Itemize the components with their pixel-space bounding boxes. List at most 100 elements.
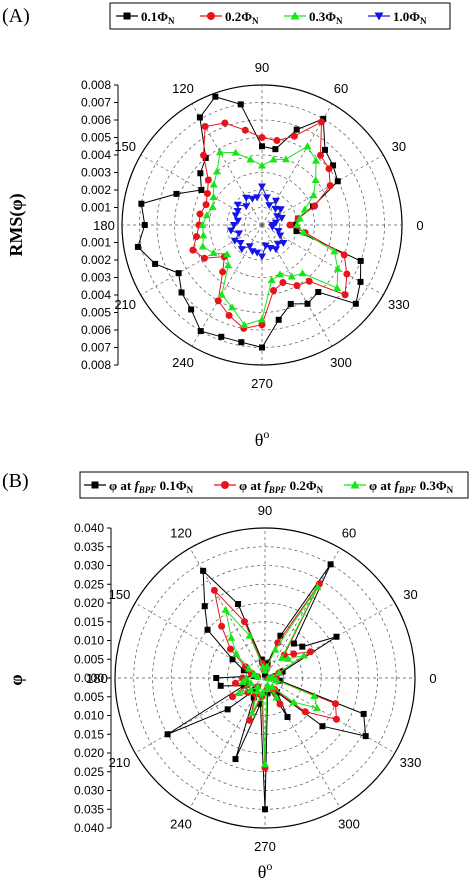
data-point	[258, 183, 266, 191]
grid-ring	[174, 137, 350, 313]
data-point	[230, 237, 239, 245]
data-point	[202, 201, 210, 209]
data-point	[253, 686, 262, 694]
data-point	[262, 194, 271, 202]
data-point	[275, 316, 282, 323]
radial-tick-label: 0.007	[81, 96, 111, 110]
grid-ring	[244, 207, 280, 243]
data-point	[204, 176, 212, 184]
data-point	[276, 700, 284, 708]
data-point	[188, 306, 195, 313]
data-point	[221, 119, 229, 127]
data-point	[272, 693, 281, 701]
data-point	[213, 675, 220, 681]
legend-marker	[91, 481, 99, 489]
legend-marker	[123, 12, 131, 20]
data-point	[246, 686, 255, 694]
data-point	[271, 645, 280, 653]
data-point	[290, 640, 297, 647]
data-point	[357, 257, 364, 264]
data-point	[316, 151, 324, 159]
data-point	[221, 605, 230, 613]
data-point	[261, 666, 269, 674]
data-point	[287, 272, 296, 280]
radial-tick-label: 0.005	[74, 690, 104, 704]
data-point	[271, 219, 280, 227]
data-point	[234, 230, 243, 238]
angle-tick-label: 0	[429, 671, 436, 686]
data-point	[318, 118, 325, 126]
legend-a: 0.1ΦN 0.2ΦN 0.3ΦN 1.0ΦN	[116, 9, 427, 26]
angle-tick-label: 60	[334, 81, 348, 96]
data-point	[300, 205, 309, 213]
legend-marker	[290, 11, 300, 20]
data-point	[198, 187, 205, 193]
data-point	[275, 270, 284, 278]
radial-tick-label: 0.002	[81, 253, 111, 267]
data-point	[298, 269, 307, 277]
data-point	[258, 321, 266, 329]
data-point	[240, 667, 247, 674]
y-axis-label-a: RMS(φ)	[6, 193, 27, 256]
data-point	[299, 643, 306, 650]
data-point	[231, 212, 240, 220]
data-point	[331, 700, 339, 708]
data-point	[277, 214, 286, 222]
data-point	[214, 297, 222, 305]
data-point	[341, 291, 349, 299]
radial-tick-label: 0.004	[81, 288, 111, 302]
data-point	[233, 201, 242, 209]
data-point	[333, 283, 342, 291]
angle-tick-label: 180	[86, 671, 108, 686]
data-point	[261, 242, 270, 250]
data-point	[210, 586, 218, 594]
radial-tick-label: 0.005	[81, 131, 111, 145]
data-point	[272, 246, 280, 254]
data-point	[312, 704, 321, 711]
angle-tick-label: 90	[258, 503, 272, 518]
data-point	[209, 193, 218, 200]
angle-tick-label: 30	[392, 139, 406, 154]
data-point	[259, 143, 265, 150]
data-point	[198, 221, 207, 228]
data-point	[272, 197, 280, 205]
data-point	[134, 243, 141, 250]
radial-tick-label: 0.010	[74, 709, 104, 723]
panel-label-b: (B)	[2, 470, 29, 492]
data-point	[343, 270, 351, 278]
data-point	[227, 645, 235, 653]
angle-tick-label: 90	[255, 60, 269, 75]
data-point	[270, 286, 278, 294]
data-point	[286, 221, 294, 229]
data-point	[340, 251, 348, 259]
radial-tick-label: 0.008	[81, 358, 111, 372]
data-point	[273, 213, 282, 221]
data-point	[198, 242, 207, 250]
radial-tick-label: 0.003	[81, 166, 111, 180]
radial-tick-label: 0.005	[74, 652, 104, 666]
radial-tick-label: 0.040	[74, 821, 104, 835]
data-point	[267, 276, 276, 284]
data-point	[352, 300, 359, 307]
grid-spoke	[261, 224, 333, 347]
angle-tick-label: 300	[330, 355, 352, 370]
angle-tick-label: 240	[172, 355, 194, 370]
angle-tick-label: 60	[342, 526, 356, 541]
radial-tick-label: 0.030	[74, 559, 104, 573]
data-point	[273, 137, 281, 145]
data-point	[202, 211, 211, 219]
radial-tick-label: 0.025	[74, 765, 104, 779]
data-point	[253, 672, 262, 680]
data-point	[216, 148, 224, 156]
data-point	[258, 161, 266, 169]
data-point	[224, 261, 233, 269]
data-point	[276, 232, 285, 240]
data-point	[268, 672, 277, 680]
grid-ring	[170, 583, 360, 773]
data-point	[274, 227, 283, 235]
angle-tick-label: 30	[403, 587, 417, 602]
legend-marker	[374, 12, 384, 21]
data-point	[248, 195, 257, 203]
data-point	[225, 311, 233, 319]
data-point	[196, 210, 204, 218]
